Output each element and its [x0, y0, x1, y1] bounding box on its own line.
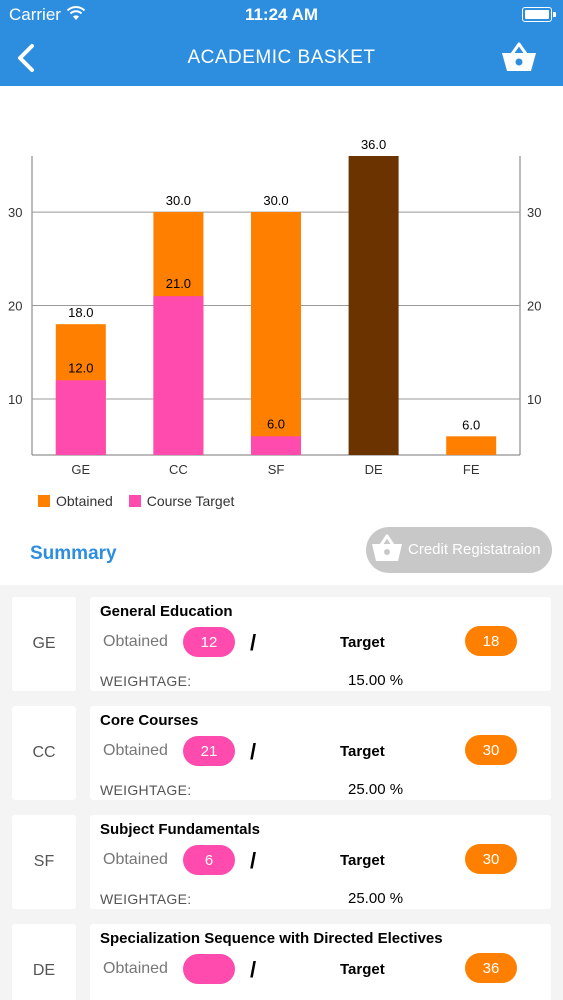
bar-target-cc [153, 296, 204, 455]
separator-slash: / [250, 848, 257, 873]
obtained-badge: 6 [183, 845, 235, 875]
bar-obtained-fe [446, 436, 497, 455]
weightage-label: WEIGHTAGE: [100, 673, 192, 689]
summary-title: Summary [30, 543, 117, 564]
obtained-label: Obtained [103, 633, 168, 650]
obtained-label: Obtained [103, 742, 168, 759]
target-badge: 30 [465, 844, 517, 874]
bar-inner-value-label: 6.0 [267, 416, 285, 431]
target-badge: 36 [465, 953, 517, 983]
target-label: Target [340, 852, 385, 869]
legend-swatch-course-target [128, 495, 141, 507]
status-bar: Carrier 11:24 AM [0, 0, 563, 30]
y-tick-label-left: 20 [8, 299, 22, 314]
bar-value-label: 30.0 [263, 193, 288, 208]
weightage-label: WEIGHTAGE: [100, 891, 192, 907]
back-chevron-icon[interactable] [12, 42, 40, 74]
target-label: Target [340, 961, 385, 978]
list-item: GE General Education Obtained 12 / Targe… [0, 585, 563, 691]
category-card[interactable]: General Education Obtained 12 / Target 1… [90, 597, 551, 691]
separator-slash: / [250, 739, 257, 764]
chart: 10 10 20 20 30 30 18.0 12.0 GE 30.0 21.0 CC 30.0 6.0 S… [0, 86, 563, 526]
category-name: Subject Fundamentals [100, 821, 261, 838]
bar-value-label: 18.0 [68, 305, 93, 320]
y-tick-label-right: 30 [527, 205, 541, 220]
weightage-value: 15.00 % [348, 672, 404, 689]
battery-icon [522, 7, 556, 22]
list-item: DE Specialization Sequence with Directed… [0, 912, 563, 1000]
bar-obtained-sf [251, 212, 301, 455]
x-tick-label: CC [169, 462, 188, 477]
bar-target-sf [251, 436, 301, 455]
category-code: CC [12, 706, 76, 800]
obtained-badge [183, 954, 235, 984]
clock: 11:24 AM [244, 5, 319, 24]
bar-value-label: 30.0 [166, 193, 191, 208]
legend-label-obtained: Obtained [56, 493, 113, 509]
y-tick-label-right: 10 [527, 392, 541, 407]
category-card[interactable]: Core Courses Obtained 21 / Target 30 WEI… [90, 706, 551, 800]
target-badge: 18 [465, 626, 517, 656]
list-item: CC Core Courses Obtained 21 / Target 30 … [0, 694, 563, 800]
credit-registration-label: Credit Registatraion [408, 541, 541, 558]
nav-bar: ACADEMIC BASKET [0, 30, 563, 86]
weightage-value: 25.00 % [348, 781, 404, 798]
bar-target-ge [55, 380, 106, 455]
target-badge: 30 [465, 735, 517, 765]
y-tick-label-left: 30 [8, 205, 22, 220]
category-card[interactable]: Specialization Sequence with Directed El… [90, 924, 551, 1000]
credit-registration-button[interactable]: Credit Registatraion [366, 527, 552, 573]
x-tick-label: GE [71, 462, 90, 477]
category-code: SF [12, 815, 76, 909]
chart-legend: Obtained Course Target [38, 493, 246, 510]
target-label: Target [340, 743, 385, 760]
wifi-icon [66, 6, 86, 20]
page-title: ACADEMIC BASKET [187, 47, 376, 68]
list-item: SF Subject Fundamentals Obtained 6 / Tar… [0, 803, 563, 909]
y-tick-label-right: 20 [527, 299, 541, 314]
summary-list: GE General Education Obtained 12 / Targe… [0, 585, 563, 1000]
obtained-label: Obtained [103, 851, 168, 868]
legend-swatch-obtained [38, 495, 50, 507]
obtained-badge: 12 [183, 627, 235, 657]
bar-inner-value-label: 21.0 [166, 276, 191, 291]
weightage-value: 25.00 % [348, 890, 404, 907]
category-code: GE [12, 597, 76, 691]
obtained-label: Obtained [103, 960, 168, 977]
category-name: Specialization Sequence with Directed El… [100, 930, 443, 947]
bar-value-label: 6.0 [462, 417, 480, 432]
y-tick-label-left: 10 [8, 392, 22, 407]
x-tick-label: DE [365, 462, 383, 477]
weightage-label: WEIGHTAGE: [100, 782, 192, 798]
bar-value-label: 36.0 [361, 137, 386, 152]
legend-label-course-target: Course Target [146, 493, 235, 509]
basket-icon [372, 534, 402, 561]
legend-item-course-target: Course Target [128, 493, 235, 509]
category-code: DE [12, 924, 76, 1000]
separator-slash: / [250, 630, 257, 655]
bar-inner-value-label: 12.0 [68, 360, 93, 375]
separator-slash: / [250, 957, 257, 982]
obtained-badge: 21 [183, 736, 235, 766]
category-name: General Education [100, 603, 233, 620]
category-card[interactable]: Subject Fundamentals Obtained 6 / Target… [90, 815, 551, 909]
bar-chart: 10 10 20 20 30 30 18.0 12.0 GE 30.0 21.0 CC 30.0 6.0 S… [8, 137, 541, 477]
basket-icon[interactable] [500, 40, 538, 74]
target-label: Target [340, 634, 385, 651]
legend-item-obtained: Obtained [38, 493, 113, 509]
category-name: Core Courses [100, 712, 199, 729]
bar-obtained-de [348, 156, 399, 455]
x-tick-label: SF [268, 462, 285, 477]
x-tick-label: FE [463, 462, 480, 477]
carrier-label: Carrier [9, 5, 61, 24]
